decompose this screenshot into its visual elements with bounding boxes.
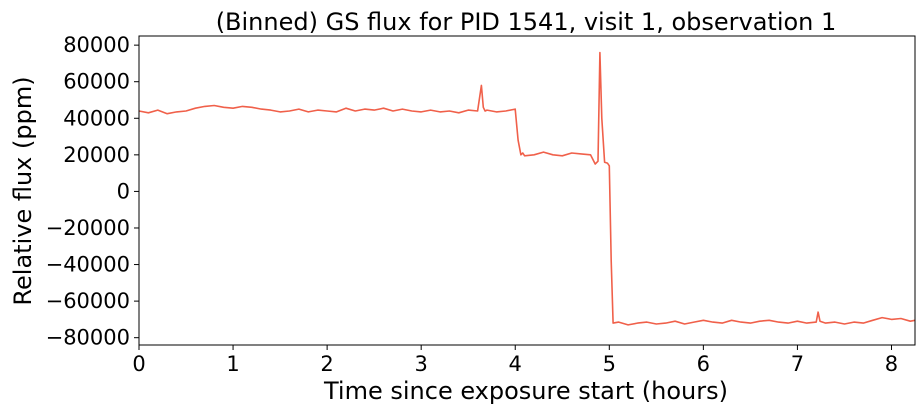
x-tick-label: 4 <box>509 352 522 376</box>
series-line-gs-flux <box>138 51 916 326</box>
y-tick-label: −40000 <box>46 253 130 277</box>
y-tick-label: 80000 <box>63 33 130 57</box>
plot-frame <box>138 35 916 346</box>
x-tick-label: 0 <box>132 352 145 376</box>
x-axis-ticks: 0 1 2 3 4 5 6 7 8 <box>132 345 898 376</box>
x-tick-label: 8 <box>885 352 898 376</box>
y-tick-label: 0 <box>117 179 130 203</box>
x-tick-label: 1 <box>226 352 239 376</box>
y-tick-label: −80000 <box>46 326 130 350</box>
y-tick-label: −60000 <box>46 289 130 313</box>
y-tick-label: −20000 <box>46 216 130 240</box>
y-tick-label: 20000 <box>63 143 130 167</box>
y-axis-label: Relative flux (ppm) <box>9 76 37 305</box>
plot-area <box>138 51 916 326</box>
chart-title: (Binned) GS flux for PID 1541, visit 1, … <box>216 8 837 36</box>
x-tick-label: 2 <box>320 352 333 376</box>
x-tick-label: 7 <box>791 352 804 376</box>
x-tick-label: 6 <box>697 352 710 376</box>
y-tick-label: 40000 <box>63 106 130 130</box>
x-tick-label: 3 <box>414 352 427 376</box>
y-axis-ticks: −80000 −60000 −40000 −20000 0 20000 40000 60000… <box>46 33 139 350</box>
x-axis-label: Time since exposure start (hours) <box>323 377 728 405</box>
x-tick-label: 5 <box>603 352 616 376</box>
y-tick-label: 60000 <box>63 70 130 94</box>
